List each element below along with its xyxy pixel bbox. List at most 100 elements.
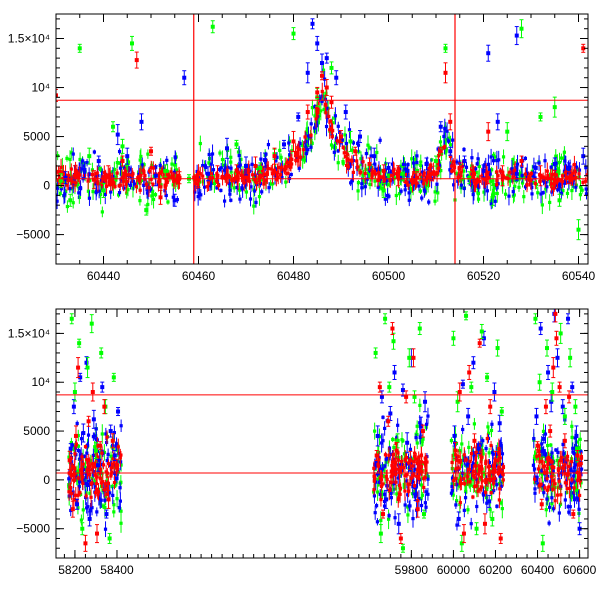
data-point [114, 483, 118, 487]
data-point [476, 157, 480, 161]
data-point [532, 436, 536, 441]
data-point [336, 161, 340, 165]
data-point [330, 121, 335, 125]
data-point [73, 446, 78, 450]
data-point [556, 493, 560, 497]
data-point [86, 433, 91, 437]
data-point [115, 171, 119, 175]
data-point [106, 462, 111, 466]
data-point [142, 183, 146, 187]
data-point [322, 95, 326, 99]
data-point [463, 496, 468, 500]
data-point [68, 187, 72, 191]
data-point [404, 173, 408, 177]
data-point [259, 178, 263, 182]
data-point [455, 499, 459, 503]
data-point [380, 490, 384, 494]
data-point [344, 154, 348, 159]
data-point [380, 186, 384, 190]
data-point [146, 202, 150, 207]
series-red [56, 43, 586, 205]
data-point [549, 165, 553, 169]
data-point [309, 145, 313, 149]
data-point [523, 172, 527, 176]
data-point [417, 497, 421, 501]
data-point [511, 175, 515, 179]
data-point [511, 158, 515, 162]
data-point [540, 449, 544, 454]
data-point [559, 191, 563, 195]
data-point [570, 435, 574, 439]
data-point [450, 169, 455, 173]
data-point [544, 452, 548, 456]
data-point [320, 89, 324, 94]
data-point [68, 174, 73, 178]
data-point [282, 168, 287, 172]
data-point [100, 210, 104, 214]
data-point [296, 159, 300, 163]
data-point [58, 170, 62, 174]
data-point [112, 481, 117, 485]
data-point [193, 190, 197, 194]
data-point [317, 96, 322, 101]
data-point [372, 494, 377, 498]
data-point [496, 454, 500, 458]
data-point [372, 466, 376, 470]
data-point [549, 182, 553, 186]
data-point [73, 472, 77, 476]
data-point [563, 463, 567, 467]
data-point [70, 443, 75, 447]
data-point [462, 453, 466, 457]
data-point [493, 155, 497, 159]
data-point [415, 468, 419, 472]
data-point [259, 157, 263, 161]
data-point [492, 481, 496, 485]
data-point [484, 170, 488, 174]
data-point [500, 452, 505, 456]
data-point [405, 479, 409, 483]
data-point [196, 178, 201, 183]
data-point [114, 442, 119, 446]
data-point [296, 114, 301, 119]
data-point [548, 200, 552, 205]
data-point [226, 165, 230, 170]
data-point [103, 488, 107, 492]
data-point [309, 141, 314, 145]
data-point [93, 462, 97, 466]
data-point [79, 437, 84, 441]
data-point [537, 161, 541, 165]
data-point [128, 167, 132, 171]
data-point [69, 167, 73, 171]
data-point [512, 161, 516, 165]
data-point [315, 41, 320, 46]
data-point [97, 166, 102, 171]
data-point [140, 163, 144, 167]
data-point [90, 462, 94, 466]
data-point [103, 527, 108, 531]
data-point [289, 172, 293, 177]
data-point [101, 177, 105, 181]
data-point [507, 194, 511, 198]
data-point [108, 491, 112, 495]
data-point [264, 179, 268, 183]
data-point [481, 452, 485, 456]
data-point [396, 476, 400, 480]
data-point [279, 155, 283, 159]
data-point [417, 184, 421, 188]
data-point [115, 448, 120, 452]
data-point [460, 458, 464, 463]
data-point [424, 505, 428, 509]
data-point [458, 448, 462, 453]
data-point [427, 172, 431, 176]
data-point [67, 455, 71, 459]
data-point [373, 179, 377, 183]
data-point [550, 172, 555, 177]
data-point [383, 453, 388, 457]
data-point [363, 185, 367, 189]
data-point [98, 458, 102, 462]
data-point [279, 173, 283, 177]
data-point [77, 484, 81, 489]
data-point [456, 175, 461, 180]
data-point [71, 152, 75, 156]
y-tick-label: 0 [43, 179, 50, 193]
